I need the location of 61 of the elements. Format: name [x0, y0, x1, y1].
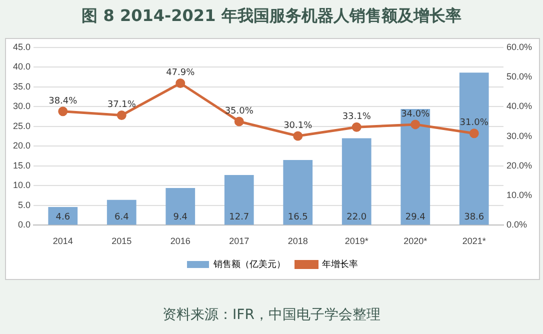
y-tick-label: 0.0: [18, 220, 31, 230]
data-label: 38.6: [464, 212, 484, 223]
y-tick-label: 45.0: [12, 42, 31, 52]
point: [234, 116, 244, 126]
x-tick-label: 2015: [112, 236, 132, 246]
y2-tick-label: 20.0%: [506, 160, 532, 170]
data-label: 34.0%: [401, 109, 430, 120]
y2-tick-label: 60.0%: [506, 42, 532, 52]
bar: [224, 175, 254, 225]
data-label: 22.0: [346, 212, 367, 223]
bar: [342, 138, 372, 225]
bar: [400, 109, 430, 225]
y2-tick-label: 50.0%: [506, 72, 532, 82]
data-label: 4.6: [56, 212, 70, 223]
y2-tick-label: 0.0%: [506, 220, 527, 230]
y-tick-label: 20.0: [12, 140, 31, 151]
data-label: 9.4: [173, 212, 188, 223]
y2-tick-label: 10.0%: [506, 190, 532, 200]
y-tick-label: 25.0: [12, 120, 31, 131]
bar: [166, 188, 196, 225]
bar: [283, 160, 313, 225]
data-label: 29.4: [405, 212, 426, 223]
y2-tick-label: 40.0%: [506, 101, 532, 112]
y-tick-label: 5.0: [18, 200, 31, 210]
x-tick-label: 2016: [170, 236, 190, 246]
text: 资料来源：IFR，中国电子学会整理: [162, 306, 382, 324]
data-label: 30.1%: [284, 120, 313, 131]
x-tick-label: 2020*: [404, 236, 428, 246]
bar: [106, 200, 136, 225]
x-tick-label: 2021*: [462, 236, 486, 246]
x-tick-label: 2019*: [344, 236, 369, 246]
y-tick-label: 35.0: [12, 81, 31, 92]
legend-label: 销售额（亿美元）: [212, 258, 286, 269]
y-tick-label: 10.0: [12, 180, 31, 190]
point: [293, 131, 303, 141]
y-tick-label: 15.0: [12, 160, 31, 170]
data-label: 31.0%: [460, 118, 489, 128]
data-label: 35.0%: [224, 106, 254, 116]
y2-tick-label: 30.0%: [506, 130, 532, 141]
point: [176, 78, 186, 88]
point: [352, 122, 362, 132]
bar: [459, 72, 489, 225]
y-tick-label: 30.0: [12, 101, 31, 112]
data-label: 12.7: [229, 212, 250, 223]
chart-title: 图 8 2014-2021 年我国服务机器人销售额及增长率: [80, 6, 462, 27]
x-tick-label: 2018: [288, 236, 308, 246]
data-label: 33.1%: [342, 112, 372, 122]
data-label: 6.4: [114, 212, 130, 223]
data-label: 37.1%: [107, 100, 136, 110]
data-label: 16.5: [288, 212, 308, 223]
point: [410, 120, 420, 130]
data-label: 47.9%: [166, 68, 196, 78]
y-tick-label: 40.0: [12, 62, 31, 72]
point: [469, 128, 479, 138]
bar: [48, 207, 78, 225]
point: [116, 110, 126, 120]
legend-label: 年增长率: [322, 258, 358, 269]
point: [58, 106, 68, 116]
data-label: 38.4%: [48, 96, 78, 106]
x-tick-label: 2014: [52, 236, 73, 246]
x-tick-label: 2017: [229, 236, 250, 246]
